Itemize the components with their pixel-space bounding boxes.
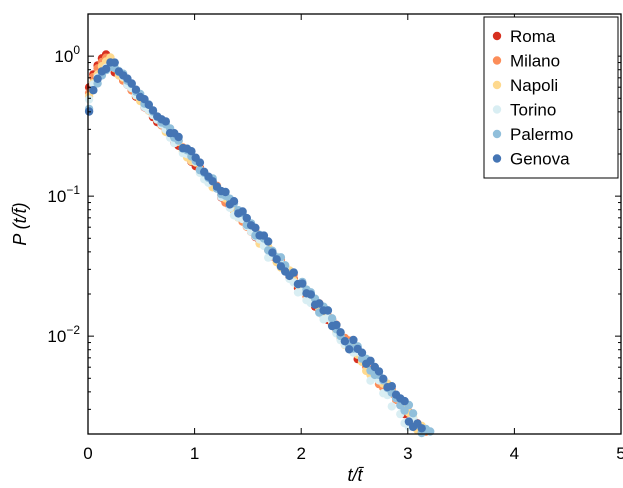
data-point [298, 279, 307, 288]
data-point [89, 86, 98, 95]
data-point [289, 268, 298, 277]
legend-label: Roma [510, 27, 556, 46]
data-point [379, 374, 388, 383]
data-point [131, 85, 141, 94]
data-point [187, 147, 196, 156]
data-point [259, 231, 269, 240]
legend-marker [492, 154, 502, 163]
legend-item-torino: Torino [492, 101, 556, 120]
data-point [101, 64, 111, 74]
legend-label: Palermo [510, 125, 573, 144]
data-point [238, 207, 247, 216]
data-point [242, 213, 251, 223]
legend-label: Milano [510, 52, 560, 71]
x-axis-title: t/t̄ [347, 465, 364, 485]
data-point [332, 320, 341, 330]
data-point [400, 396, 409, 406]
legend-label: Genova [510, 150, 570, 169]
legend-marker [492, 31, 502, 41]
data-point [357, 348, 367, 357]
data-point [110, 58, 119, 67]
data-point [315, 299, 324, 308]
series-genova [84, 58, 426, 433]
y-axis-title: P (t/t̄) [10, 202, 30, 245]
legend: Roma Milano Napoli Torino Palermo Genova [483, 16, 619, 179]
data-point [221, 187, 230, 197]
data-point [323, 306, 333, 315]
data-point [161, 117, 170, 126]
data-point [268, 248, 277, 257]
y-tick-exponent: −1 [66, 183, 80, 197]
y-tick-label: 10−1 [47, 183, 80, 206]
x-tick-label: 0 [83, 444, 92, 463]
legend-marker [492, 129, 502, 139]
data-point [272, 255, 281, 264]
legend-marker [492, 105, 502, 114]
legend-marker [492, 80, 502, 90]
legend-label: Torino [510, 101, 556, 120]
data-point [84, 95, 94, 104]
legend-item-palermo: Palermo [492, 125, 573, 144]
legend-box [483, 16, 619, 179]
data-point [327, 314, 337, 323]
data-point [148, 106, 158, 115]
legend-label: Napoli [510, 76, 558, 95]
data-point [417, 424, 426, 433]
data-point [127, 79, 136, 88]
data-point [387, 402, 396, 411]
data-point [306, 290, 315, 299]
data-points [84, 50, 435, 438]
legend-item-milano: Milano [492, 52, 560, 71]
data-point [174, 132, 183, 142]
plot-frame [87, 13, 622, 435]
x-tick-label: 2 [296, 444, 305, 463]
data-point [387, 382, 396, 391]
data-point [408, 409, 418, 418]
data-point [336, 328, 345, 337]
y-tick-label: 100 [54, 43, 80, 66]
x-tick-label: 4 [510, 444, 519, 463]
legend-item-roma: Roma [492, 27, 556, 46]
data-point [374, 367, 384, 376]
x-tick-label: 3 [403, 444, 412, 463]
data-point [366, 356, 375, 365]
legend-item-napoli: Napoli [492, 76, 558, 95]
data-point [229, 197, 239, 206]
x-tick-label: 1 [190, 444, 199, 463]
data-point [251, 223, 260, 232]
data-point [340, 337, 350, 346]
legend-item-genova: Genova [492, 150, 570, 169]
data-point [93, 74, 102, 84]
legend-marker [492, 56, 502, 65]
data-point [345, 345, 354, 354]
y-tick-exponent: −2 [66, 323, 80, 337]
data-point [195, 158, 205, 167]
data-point [264, 237, 273, 246]
y-tick-label: 10−2 [47, 323, 80, 346]
data-point [349, 335, 358, 345]
y-tick-exponent: 0 [73, 43, 80, 57]
x-tick-label: 5 [616, 444, 623, 463]
